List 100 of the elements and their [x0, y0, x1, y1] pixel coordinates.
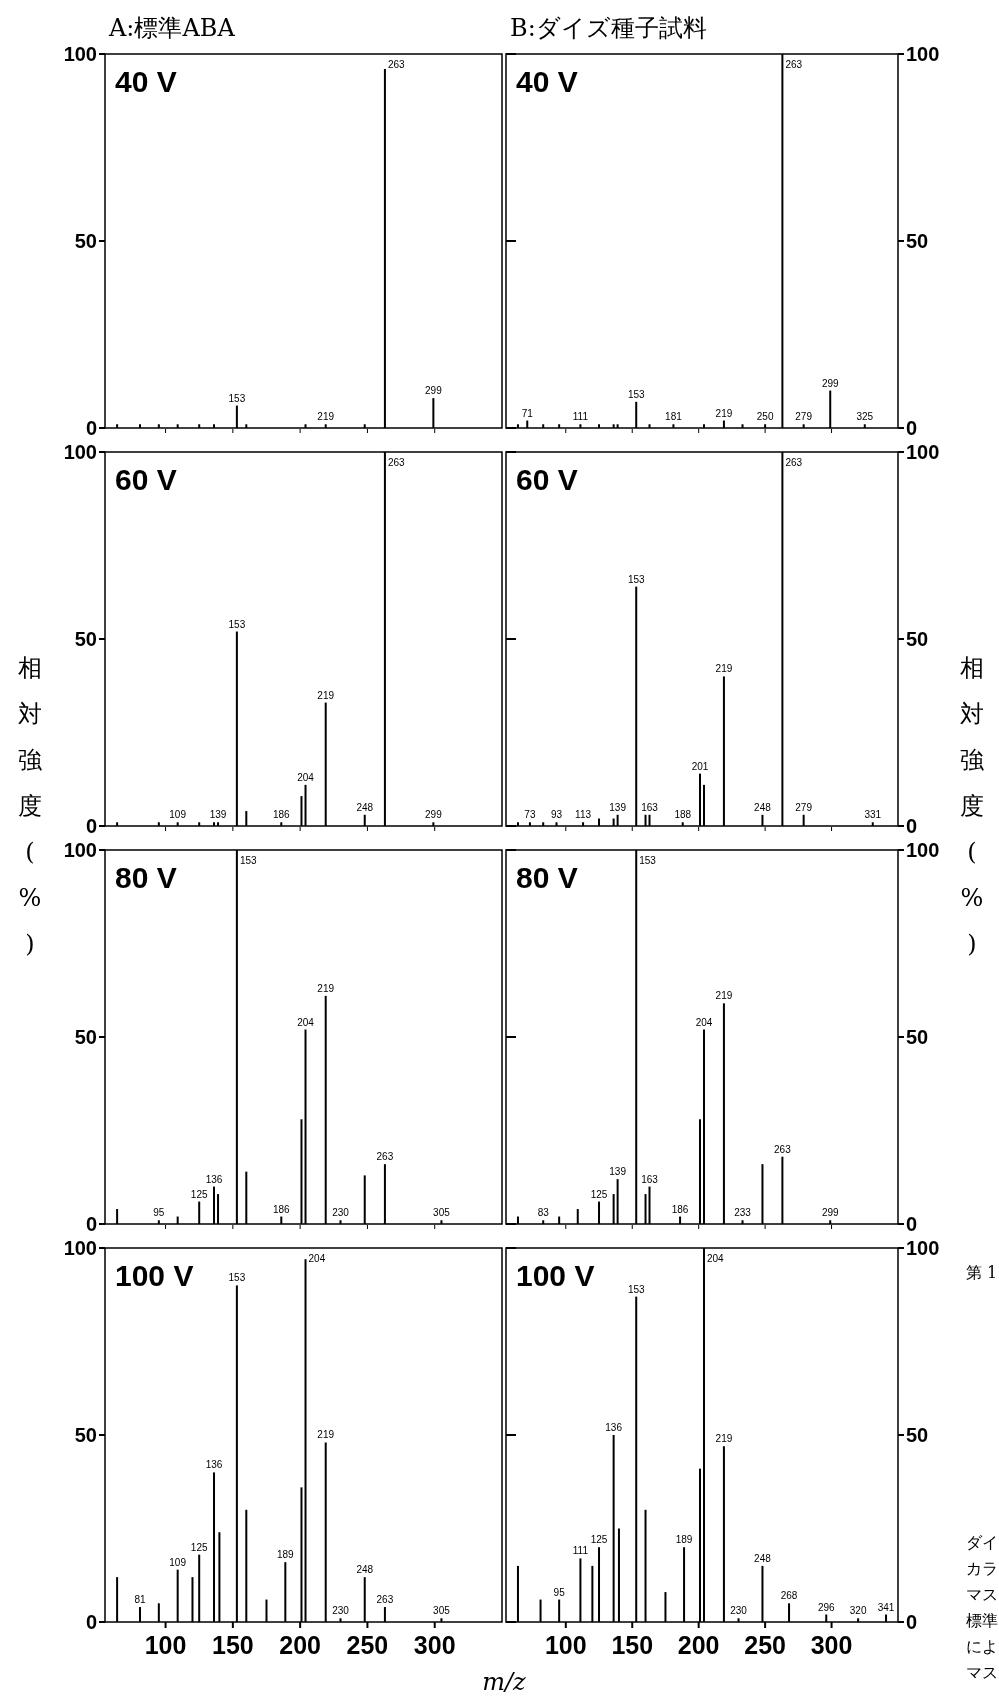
annotation: 153	[627, 573, 645, 585]
x-tick-label: 100	[544, 1631, 587, 1659]
text: によ	[966, 1637, 998, 1656]
annotation: 299	[425, 385, 443, 397]
chart-title: 60 V	[115, 463, 177, 496]
annotation: 189	[276, 1549, 295, 1561]
chart-title: 100 V	[115, 1259, 194, 1292]
annotation: 219	[715, 407, 733, 419]
annotation: 305	[433, 1207, 451, 1219]
y-axis-title: 相対強度(%)	[18, 654, 42, 958]
y-tick-label: 0	[906, 1611, 918, 1633]
x-tick-label: 250	[744, 1631, 786, 1659]
chart-title: 40 V	[115, 65, 177, 98]
annotation: 263	[387, 59, 406, 70]
annotation: 296	[817, 1601, 836, 1613]
y-tick-label: 50	[74, 230, 97, 252]
y-tick-label: 100	[906, 441, 940, 463]
annotation: 248	[356, 801, 374, 813]
chart-title: 60 V	[516, 463, 578, 496]
annotation: 341	[877, 1601, 895, 1613]
x-tick-label: 200	[677, 1631, 720, 1659]
annotation: 233	[734, 1207, 752, 1219]
chart-title: 40 V	[516, 65, 578, 98]
annotation: 109	[169, 1556, 187, 1568]
text: 第 1	[966, 1263, 998, 1282]
y-axis-title: 相対強度(%)	[960, 654, 984, 958]
annotation: 204	[297, 1016, 315, 1028]
annotation: 230	[332, 1207, 350, 1219]
y-tick-label: 0	[85, 1611, 97, 1633]
annotation: 219	[715, 1433, 733, 1445]
annotation: 248	[754, 1552, 772, 1564]
annotation: 263	[774, 1143, 792, 1155]
annotation: 263	[376, 1594, 394, 1606]
annotation: 153	[239, 855, 258, 866]
annotation: 163	[641, 1173, 659, 1185]
annotation: 263	[785, 59, 803, 70]
annotation: 153	[627, 1283, 645, 1295]
x-tick-label: 150	[211, 1631, 254, 1659]
annotation: 230	[730, 1605, 748, 1617]
annotation: 153	[639, 855, 657, 866]
x-axis-title: m/z	[482, 1668, 527, 1696]
annotation: 299	[425, 809, 443, 821]
annotation: 299	[821, 1207, 840, 1219]
y-tick-label: 0	[85, 417, 97, 439]
annotation: 81	[134, 1594, 146, 1606]
chart-title: 80 V	[516, 861, 578, 894]
annotation: 201	[691, 760, 709, 772]
y-tick-label: 0	[85, 1213, 97, 1235]
annotation: 320	[849, 1605, 867, 1617]
annotation: 83	[537, 1207, 550, 1219]
y-tick-label: 100	[63, 1237, 97, 1259]
annotation: 204	[297, 771, 315, 783]
x-tick-label: 150	[611, 1631, 654, 1659]
annotation: 250	[756, 411, 774, 423]
annotation: 186	[671, 1203, 689, 1215]
annotation: 204	[308, 1253, 326, 1264]
y-tick-label: 0	[906, 1213, 918, 1235]
annotation: 186	[272, 1203, 291, 1215]
annotation: 230	[332, 1605, 350, 1617]
annotation: 125	[190, 1541, 208, 1553]
y-tick-label: 100	[63, 839, 97, 861]
x-tick-label: 300	[413, 1631, 456, 1659]
annotation: 95	[553, 1586, 566, 1598]
text: 標準	[966, 1611, 998, 1630]
annotation: 188	[674, 809, 692, 821]
annotation: 204	[706, 1253, 725, 1264]
y-tick-label: 50	[74, 1424, 97, 1446]
annotation: 219	[317, 411, 335, 423]
y-tick-label: 50	[906, 628, 929, 650]
annotation: 186	[272, 809, 291, 821]
y-tick-label: 50	[906, 1424, 929, 1446]
annotation: 113	[575, 809, 592, 821]
x-tick-label: 100	[144, 1631, 187, 1659]
y-tick-label: 0	[906, 417, 918, 439]
y-tick-label: 100	[906, 839, 940, 861]
annotation: 136	[205, 1459, 223, 1471]
y-tick-label: 100	[906, 43, 940, 65]
annotation: 305	[433, 1605, 451, 1617]
text: B:ダイズ種子試料	[510, 14, 707, 42]
annotation: 331	[864, 809, 882, 821]
annotation: 139	[209, 809, 227, 821]
annotation: 153	[228, 392, 246, 404]
annotation: 299	[821, 377, 840, 389]
text: A:標準ABA	[108, 14, 236, 42]
annotation: 111	[572, 1545, 589, 1557]
annotation: 95	[153, 1207, 165, 1219]
annotation: 248	[754, 801, 772, 813]
annotation: 268	[780, 1590, 798, 1602]
annotation: 219	[317, 982, 335, 994]
annotation: 181	[665, 411, 683, 423]
y-tick-label: 50	[906, 1026, 929, 1048]
annotation: 71	[521, 407, 534, 419]
annotation: 325	[856, 411, 874, 423]
annotation: 189	[675, 1534, 693, 1546]
annotation: 93	[550, 809, 563, 821]
annotation: 219	[317, 689, 335, 701]
y-tick-label: 100	[906, 1237, 940, 1259]
annotation: 136	[605, 1422, 623, 1433]
annotation: 219	[715, 663, 733, 675]
annotation: 153	[228, 1272, 246, 1284]
